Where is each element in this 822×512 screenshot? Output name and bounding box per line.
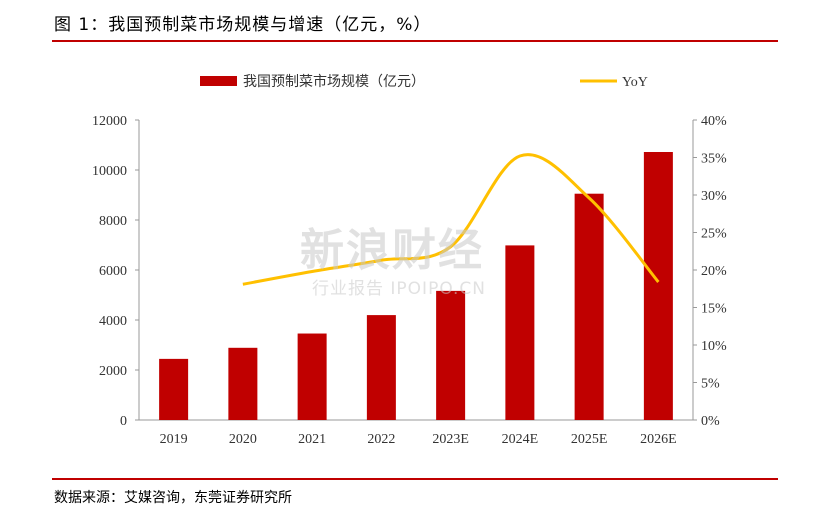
x-tick-label: 2022: [367, 432, 395, 447]
x-tick-label: 2020: [229, 432, 257, 447]
x-tick-label: 2023E: [432, 432, 469, 447]
x-tick-label: 2024E: [502, 432, 539, 447]
chart: 0 2000 4000 6000 8000 10000 12000 0% 5% 10% 15% 20%…: [92, 73, 727, 447]
title-rule: [52, 40, 778, 42]
bar: [574, 193, 604, 420]
legend-line-label: YoY: [622, 75, 648, 90]
y-right-tick-label: 25%: [701, 227, 727, 242]
bar: [643, 152, 673, 420]
x-tick-label: 2025E: [571, 432, 608, 447]
legend-bar-label: 我国预制菜市场规模（亿元）: [243, 73, 425, 90]
source-rule: [52, 478, 778, 480]
y-left-tick-label: 6000: [99, 264, 127, 279]
y-right-tick-label: 35%: [701, 152, 727, 167]
x-tick-label: 2026E: [640, 432, 677, 447]
y-right-tick-label: 15%: [701, 302, 727, 317]
source-note: 数据来源：艾媒咨询，东莞证券研究所: [54, 490, 292, 506]
y-left-tick-label: 12000: [92, 114, 127, 129]
y-left-tick-label: 8000: [99, 214, 127, 229]
x-tick-label: 2021: [298, 432, 326, 447]
bar: [505, 245, 535, 420]
bar: [366, 315, 396, 420]
y-left-tick-label: 10000: [92, 164, 127, 179]
y-left-tick-label: 2000: [99, 364, 127, 379]
legend-bar-swatch: [200, 76, 237, 86]
y-right-tick-label: 20%: [701, 264, 727, 279]
bar: [436, 290, 466, 420]
x-tick-label: 2019: [160, 432, 188, 447]
y-right-tick-label: 40%: [701, 114, 727, 129]
y-left-tick-label: 0: [120, 414, 127, 429]
bar: [297, 333, 327, 420]
y-right-tick-label: 30%: [701, 189, 727, 204]
y-left-tick-label: 4000: [99, 314, 127, 329]
bar: [228, 347, 258, 420]
y-right-tick-label: 0%: [701, 414, 720, 429]
y-right-tick-label: 5%: [701, 377, 720, 392]
bar: [159, 358, 189, 420]
y-right-tick-label: 10%: [701, 339, 727, 354]
chart-title: 图 1：我国预制菜市场规模与增速（亿元，%）: [54, 15, 432, 35]
